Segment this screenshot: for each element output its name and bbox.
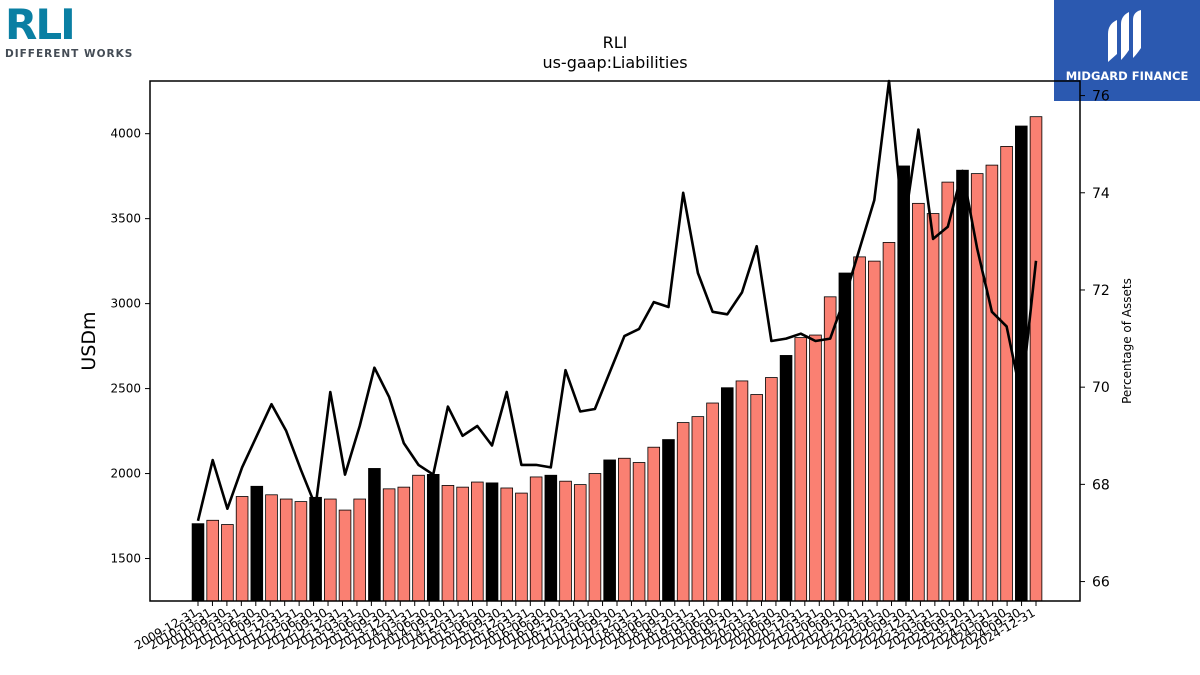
bar-annual [368,468,381,602]
bar-quarterly [515,492,528,602]
bar-annual [897,165,910,602]
bar-quarterly [750,394,763,602]
bar-series [191,116,1043,602]
y-tick-label: 3500 [110,212,141,226]
y2-tick-label: 72 [1092,283,1110,299]
bar-quarterly [294,501,308,602]
bar-quarterly [279,498,293,602]
bar-quarterly [985,164,999,602]
y-tick-label: 3000 [110,297,141,311]
y-axis-label: USDm [78,311,100,370]
bar-quarterly [1029,116,1043,602]
bar-annual [662,439,675,602]
bar-quarterly [853,256,866,602]
bar-annual [485,482,499,602]
bar-quarterly [882,242,896,602]
bar-quarterly [794,337,808,602]
y2-tick-label: 70 [1092,380,1110,396]
midgard-finance-logo: MIDGARD FINANCE [1054,0,1200,101]
bar-annual [544,474,558,602]
bar-quarterly [588,473,602,602]
bar-quarterly [353,498,366,602]
bar-quarterly [265,494,278,602]
bar-quarterly [456,486,469,602]
bar-quarterly [912,202,925,602]
y2-tick-label: 76 [1092,89,1110,105]
bar-quarterly [382,488,396,602]
bar-quarterly [676,422,690,602]
y2-tick-label: 68 [1092,477,1110,493]
y2-tick-label: 74 [1092,186,1110,202]
bar-annual [838,272,852,602]
bar-quarterly [823,296,837,602]
bar-quarterly [618,457,631,602]
bar-quarterly [941,181,955,602]
y2-tick-label: 66 [1092,575,1110,591]
bar-quarterly [221,524,234,602]
bar-quarterly [441,485,455,602]
y-tick-label: 2000 [110,467,141,481]
bar-annual [426,473,440,602]
bar-quarterly [235,496,249,602]
midgard-mark-icon [1108,10,1141,62]
bar-quarterly [573,484,587,602]
bar-annual [309,496,322,602]
bar-quarterly [397,486,411,602]
rli-tagline: DIFFERENT WORKS [5,48,134,60]
midgard-finance-name: MIDGARD FINANCE [1065,69,1189,83]
bar-quarterly [735,380,749,602]
line-series [196,79,1038,522]
bar-quarterly [809,334,822,602]
bar-annual [603,459,616,602]
rli-wordmark: RLI [5,0,76,49]
bar-quarterly [500,487,514,602]
plot-frame [149,80,1081,602]
y-tick-label: 1500 [110,552,141,566]
bar-quarterly [632,462,646,602]
y-tick-label: 4000 [110,127,141,141]
bar-quarterly [1000,146,1013,602]
chart-subtitle: us-gaap:Liabilities [542,53,687,72]
y-tick-label: 2500 [110,382,141,396]
bar-quarterly [926,213,940,602]
bar-quarterly [412,474,425,602]
bar-quarterly [206,519,219,602]
chart-title: RLI [603,33,628,52]
axes: 1500200025003000350040006668707274762009… [110,80,1110,652]
bar-annual [191,523,205,602]
percentage-of-assets-line [196,79,1038,522]
bar-quarterly [706,402,719,602]
bar-quarterly [868,260,881,602]
bar-quarterly [765,377,778,602]
bar-annual [779,355,793,602]
bar-annual [956,169,969,602]
bar-quarterly [471,481,484,602]
bar-quarterly [691,416,705,602]
bar-quarterly [324,498,337,602]
bar-quarterly [970,173,984,602]
rli-logo: RLI DIFFERENT WORKS [5,0,134,61]
bar-quarterly [529,476,543,602]
bar-quarterly [559,480,572,602]
bar-quarterly [338,509,352,602]
bar-annual [720,387,734,602]
bar-quarterly [647,446,661,602]
y2-axis-label: Percentage of Assets [1120,278,1134,404]
bar-annual [250,485,264,602]
